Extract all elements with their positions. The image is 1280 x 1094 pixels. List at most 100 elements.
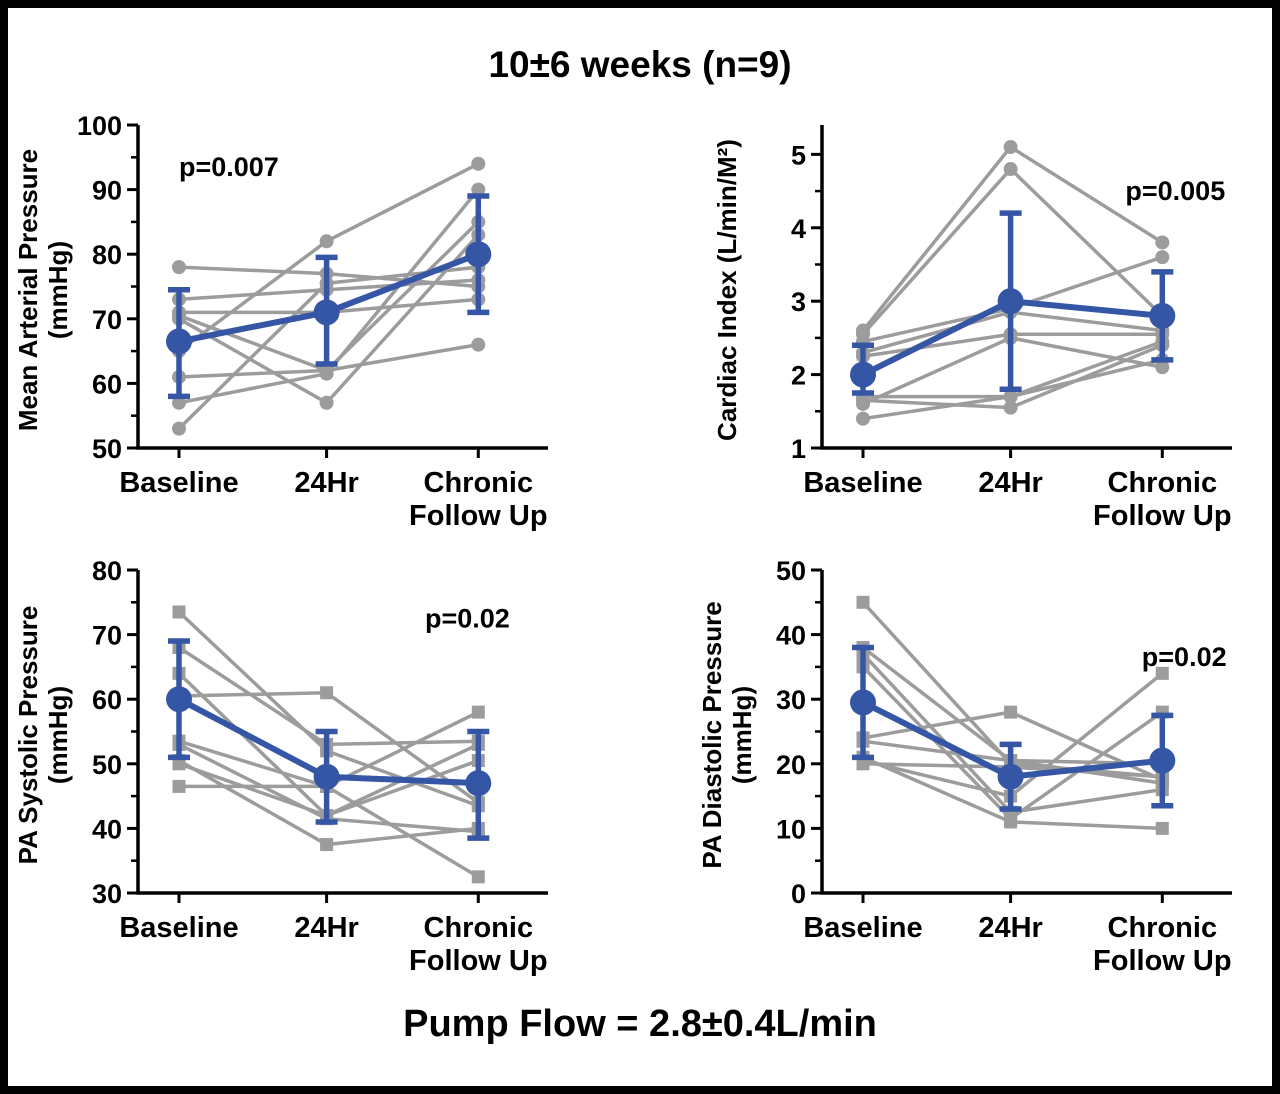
panel-cardiac-index: Cardiac Index (L/min/M²) 1 2 3 4 5 Baseline 24… (698, 103, 1268, 548)
y-tick-label: 0 (791, 879, 806, 909)
patient-marker (320, 838, 334, 852)
p-value-label: p=0.02 (1142, 642, 1227, 672)
patient-marker (319, 234, 334, 249)
patient-marker (1003, 140, 1018, 155)
mean-marker (166, 686, 192, 713)
patient-marker (856, 411, 870, 426)
patient-marker (1004, 705, 1018, 719)
p-value-label: p=0.005 (1125, 176, 1225, 206)
y-tick-label: 80 (92, 240, 122, 270)
patient-marker (1003, 389, 1018, 404)
y-tick-label: 60 (92, 369, 122, 399)
figure-caption: Pump Flow = 2.8±0.4L/min (403, 1003, 877, 1045)
p-value-label: p=0.02 (425, 603, 510, 633)
y-axis-label-line-1: Cardiac Index (L/min/M²) (712, 138, 743, 441)
patient-marker (172, 395, 186, 410)
patient-marker (1003, 400, 1018, 415)
axis-spines (820, 570, 1232, 895)
patient-marker (172, 421, 186, 436)
y-tick-label: 20 (776, 750, 806, 780)
mean-marker (313, 763, 340, 790)
patient-marker (1003, 162, 1018, 177)
x-tick-label: Baseline (119, 467, 238, 499)
y-axis-label-pa-systolic-pressure: PA Systolic Pressure (mmHg) (13, 548, 74, 993)
y-tick-label: 80 (92, 556, 122, 586)
mean-marker (997, 288, 1024, 315)
patient-marker (1155, 235, 1170, 250)
y-tick-label: 30 (776, 685, 806, 715)
x-tick-label: 24Hr (294, 467, 359, 499)
x-tick-label: Baseline (119, 912, 238, 944)
figure-title: 10±6 weeks (n=9) (488, 44, 792, 85)
y-tick-label: 50 (92, 434, 122, 464)
patient-marker (1155, 821, 1169, 835)
panel-pa-diastolic-pressure: PA Diastolic Pressure (mmHg) 0 10 20 30 40 50… (697, 548, 1268, 993)
y-tick-label: 1 (791, 434, 806, 464)
patient-marker (172, 779, 186, 793)
mean-marker (166, 328, 192, 355)
y-axis-label-line-2: (mmHg) (727, 685, 757, 784)
patient-marker (856, 757, 870, 771)
panel-pa-systolic-pressure: PA Systolic Pressure (mmHg) 30 40 50 60 70 80… (13, 548, 584, 993)
y-tick-label: 2 (791, 361, 806, 391)
x-tick-label: Follow Up (1093, 500, 1232, 532)
x-tick-label: Chronic (424, 467, 534, 499)
x-tick-label: 24Hr (978, 912, 1043, 944)
mean-marker (1149, 747, 1176, 774)
patient-marker (471, 705, 485, 719)
mean-marker (465, 241, 492, 268)
mean-marker (850, 361, 876, 388)
patient-marker (471, 182, 486, 197)
y-tick-label: 3 (791, 287, 806, 317)
x-tick-label: 24Hr (978, 467, 1043, 499)
patient-marker (1004, 815, 1018, 829)
patient-marker (856, 396, 870, 411)
patient-marker (471, 870, 485, 884)
p-value-label: p=0.007 (179, 152, 279, 182)
patient-marker (1155, 250, 1170, 265)
patient-marker (320, 686, 334, 700)
y-tick-label: 60 (92, 685, 122, 715)
x-tick-label: Chronic (1108, 467, 1218, 499)
y-axis-label-mean-arterial-pressure: Mean Arterial Pressure (mmHg) (13, 103, 74, 548)
y-axis-label-cardiac-index: Cardiac Index (L/min/M²) (698, 103, 758, 548)
patient-marker (172, 757, 186, 771)
y-axis-label-line-2: (mmHg) (43, 240, 73, 339)
y-tick-label: 5 (791, 140, 806, 170)
y-tick-label: 70 (92, 305, 122, 335)
mean-marker (465, 770, 492, 797)
mean-marker (313, 299, 340, 326)
patient-marker (172, 260, 186, 275)
y-tick-label: 50 (92, 750, 122, 780)
x-tick-label: Chronic (1108, 912, 1218, 944)
x-tick-label: 24Hr (294, 912, 359, 944)
y-tick-label: 10 (776, 814, 806, 844)
x-tick-label: Follow Up (409, 500, 548, 532)
mean-marker (997, 763, 1024, 790)
patient-marker (319, 395, 334, 410)
x-tick-label: Baseline (803, 912, 922, 944)
y-tick-label: 100 (77, 111, 122, 141)
patient-marker (1155, 666, 1169, 680)
y-axis-label-line-1: PA Diastolic Pressure (697, 601, 728, 869)
mean-marker (1149, 302, 1176, 329)
x-tick-label: Chronic (424, 912, 534, 944)
y-tick-label: 30 (92, 879, 122, 909)
patient-marker (319, 366, 334, 381)
y-tick-label: 70 (92, 621, 122, 651)
x-tick-label: Baseline (803, 467, 922, 499)
y-axis-label-line-2: (mmHg) (43, 685, 73, 784)
panel-mean-arterial-pressure: Mean Arterial Pressure (mmHg) 50 60 70 80 90… (13, 103, 584, 548)
y-tick-label: 40 (92, 814, 122, 844)
x-tick-label: Follow Up (1093, 945, 1232, 977)
y-axis-label-line-1: Mean Arterial Pressure (13, 148, 44, 432)
patient-marker (471, 156, 486, 171)
y-axis-label-line-1: PA Systolic Pressure (13, 605, 44, 865)
mean-marker (850, 689, 876, 716)
y-tick-label: 50 (776, 556, 806, 586)
